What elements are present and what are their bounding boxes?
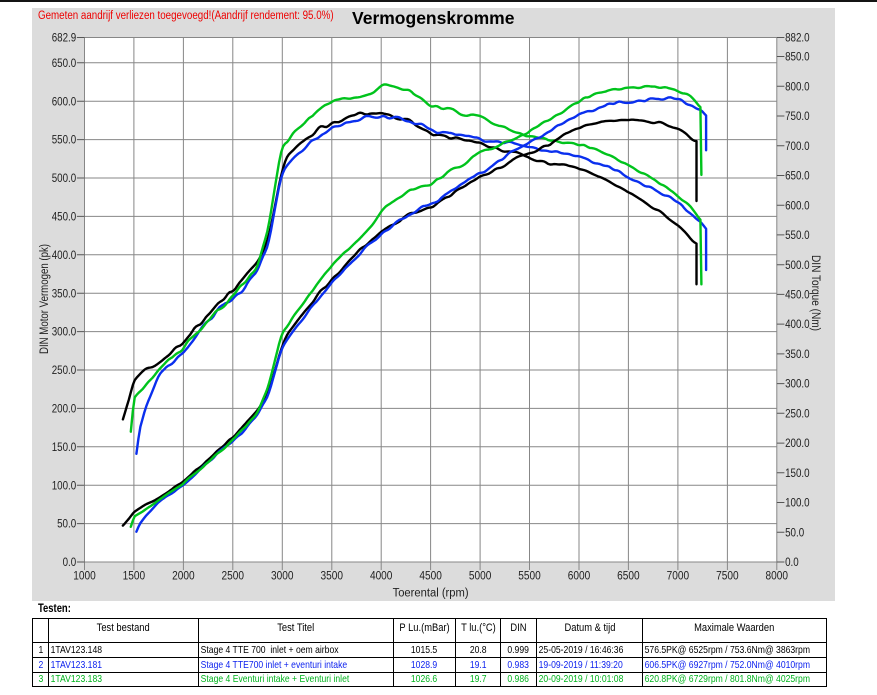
svg-text:350.0: 350.0	[52, 286, 77, 300]
svg-text:300.0: 300.0	[52, 325, 77, 339]
svg-text:7000: 7000	[667, 569, 690, 583]
svg-text:2500: 2500	[222, 569, 245, 583]
svg-text:600.0: 600.0	[52, 94, 77, 108]
svg-text:650.0: 650.0	[785, 169, 810, 183]
svg-text:550.0: 550.0	[52, 133, 77, 147]
svg-text:450.0: 450.0	[785, 288, 810, 302]
svg-text:300.0: 300.0	[785, 377, 810, 391]
svg-text:682.9: 682.9	[52, 31, 77, 45]
svg-text:750.0: 750.0	[785, 109, 810, 123]
svg-text:4000: 4000	[370, 569, 393, 583]
svg-text:3500: 3500	[321, 569, 344, 583]
svg-text:6000: 6000	[568, 569, 591, 583]
svg-text:6500: 6500	[617, 569, 640, 583]
svg-text:500.0: 500.0	[52, 171, 77, 185]
svg-text:100.0: 100.0	[785, 496, 810, 510]
svg-text:450.0: 450.0	[52, 210, 77, 224]
svg-text:200.0: 200.0	[52, 402, 77, 416]
svg-text:Toerental (rpm): Toerental (rpm)	[393, 588, 469, 600]
svg-text:100.0: 100.0	[52, 478, 77, 492]
svg-text:2000: 2000	[172, 569, 195, 583]
svg-text:150.0: 150.0	[52, 440, 77, 454]
svg-text:4500: 4500	[419, 569, 442, 583]
svg-text:800.0: 800.0	[785, 79, 810, 93]
svg-text:350.0: 350.0	[785, 347, 810, 361]
svg-text:50.0: 50.0	[785, 525, 804, 539]
svg-text:0.0: 0.0	[63, 555, 77, 569]
svg-text:7500: 7500	[716, 569, 739, 583]
svg-text:1500: 1500	[123, 569, 146, 583]
svg-text:250.0: 250.0	[52, 363, 77, 377]
svg-text:8000: 8000	[766, 569, 789, 583]
svg-text:550.0: 550.0	[785, 228, 810, 242]
svg-text:200.0: 200.0	[785, 436, 810, 450]
svg-text:650.0: 650.0	[52, 56, 77, 70]
svg-text:150.0: 150.0	[785, 466, 810, 480]
svg-text:5000: 5000	[469, 569, 492, 583]
svg-text:250.0: 250.0	[785, 406, 810, 420]
svg-text:3000: 3000	[271, 569, 294, 583]
svg-text:850.0: 850.0	[785, 50, 810, 64]
svg-text:700.0: 700.0	[785, 139, 810, 153]
svg-text:5500: 5500	[518, 569, 541, 583]
svg-text:400.0: 400.0	[785, 317, 810, 331]
svg-text:1000: 1000	[73, 569, 96, 583]
svg-text:600.0: 600.0	[785, 198, 810, 212]
svg-text:DIN Motor Vermogen (pk): DIN Motor Vermogen (pk)	[39, 244, 51, 354]
svg-text:882.0: 882.0	[785, 31, 810, 45]
svg-text:400.0: 400.0	[52, 248, 77, 262]
svg-text:500.0: 500.0	[785, 258, 810, 272]
svg-text:DIN Torque (Nm): DIN Torque (Nm)	[809, 255, 821, 331]
svg-text:0.0: 0.0	[785, 555, 799, 569]
svg-text:50.0: 50.0	[57, 517, 76, 531]
